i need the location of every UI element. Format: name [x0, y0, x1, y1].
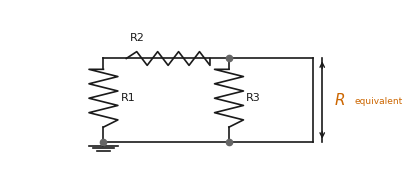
Text: $\mathit{R}$: $\mathit{R}$ [334, 92, 345, 108]
Text: equivalent: equivalent [355, 97, 403, 106]
Text: R1: R1 [120, 93, 135, 103]
Text: R2: R2 [130, 33, 145, 43]
Text: R3: R3 [246, 93, 261, 103]
